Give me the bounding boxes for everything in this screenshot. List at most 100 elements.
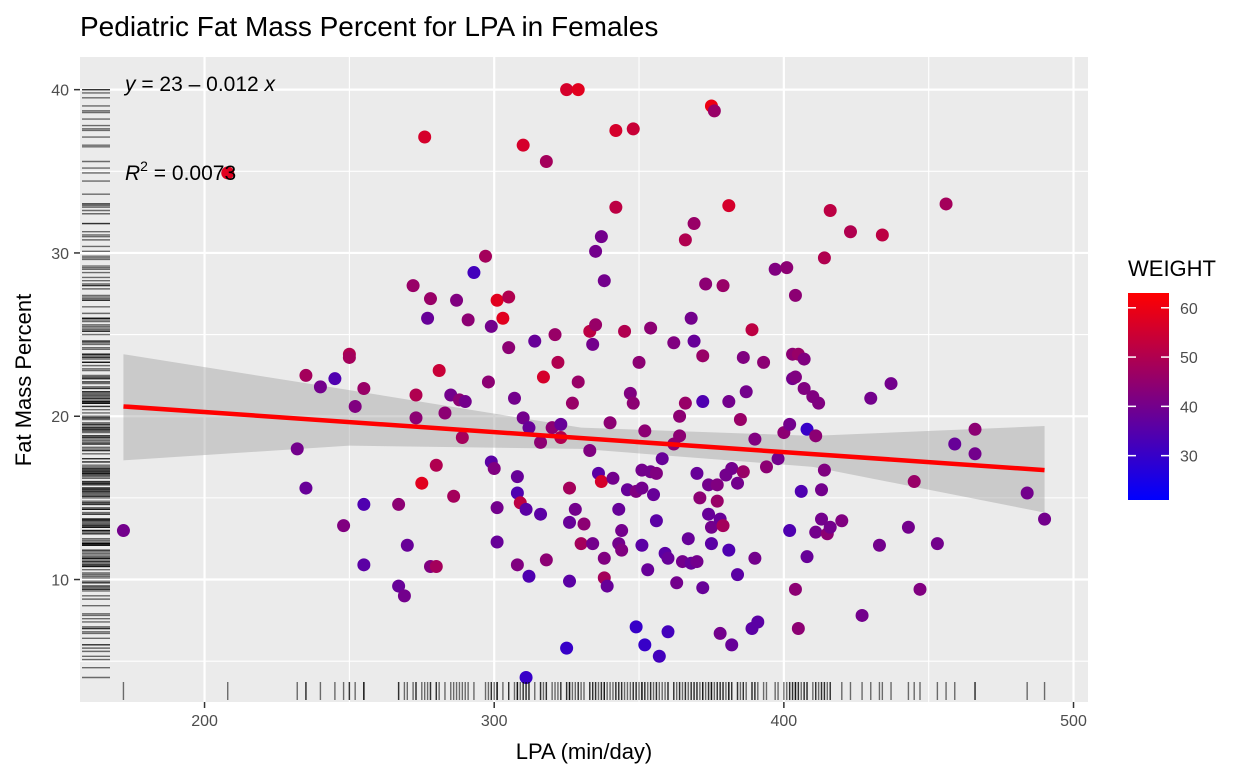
data-point [522, 569, 536, 583]
data-point [791, 622, 805, 636]
y-axis-title: Fat Mass Percent [11, 294, 36, 466]
data-point [687, 217, 701, 231]
data-point [586, 537, 600, 551]
data-point [823, 520, 837, 534]
data-point [415, 476, 429, 490]
data-point [615, 524, 629, 538]
data-point [539, 553, 553, 567]
data-point [809, 429, 823, 443]
data-point [667, 336, 681, 350]
data-point [432, 364, 446, 378]
data-point [519, 671, 533, 685]
data-point [788, 288, 802, 302]
data-point [681, 532, 695, 546]
data-point [560, 641, 574, 655]
data-point [458, 395, 472, 409]
data-point [1020, 486, 1034, 500]
data-point [655, 452, 669, 466]
data-point [722, 543, 736, 557]
data-point [357, 497, 371, 511]
equation-body: = 23 – 0.012 [136, 73, 265, 96]
data-point [479, 249, 493, 263]
data-point [615, 543, 629, 557]
data-point [704, 520, 718, 534]
data-point [704, 537, 718, 551]
data-point [461, 313, 475, 327]
data-point [699, 277, 713, 291]
data-point [815, 483, 829, 497]
data-point [481, 375, 495, 389]
data-point [597, 274, 611, 288]
data-point [406, 279, 420, 293]
data-point [731, 476, 745, 490]
data-point [342, 350, 356, 364]
data-point [632, 355, 646, 369]
data-point [548, 328, 562, 342]
data-point [484, 319, 498, 333]
legend-tick-label: 60 [1180, 301, 1198, 318]
data-point [797, 352, 811, 366]
data-point [594, 475, 608, 489]
data-point [554, 417, 568, 431]
data-point [560, 83, 574, 97]
data-point [817, 463, 831, 477]
data-point [313, 380, 327, 394]
regression-line [123, 404, 1045, 473]
data-point [290, 442, 304, 456]
regression-line-path [123, 404, 1045, 473]
data-point [684, 311, 698, 325]
data-point [780, 261, 794, 275]
data-point [788, 370, 802, 384]
data-point [507, 391, 521, 405]
data-point [693, 491, 707, 505]
data-point [913, 582, 927, 596]
data-point [519, 502, 533, 516]
data-point [221, 166, 235, 180]
data-point [418, 130, 432, 144]
data-point [901, 520, 915, 534]
data-point [696, 395, 710, 409]
data-point [589, 318, 603, 332]
data-point [661, 625, 675, 639]
data-point [597, 551, 611, 565]
data-point [716, 519, 730, 533]
data-point [357, 558, 371, 572]
legend-colorbar [1128, 293, 1169, 500]
data-point [409, 388, 423, 402]
data-point [571, 83, 585, 97]
data-point [907, 475, 921, 489]
x-tick-label: 500 [1060, 713, 1087, 730]
data-point [771, 452, 785, 466]
data-point [702, 507, 716, 521]
x-axis-title: LPA (min/day) [516, 739, 653, 764]
data-point [609, 123, 623, 137]
x-tick-label: 400 [771, 713, 798, 730]
data-point [392, 497, 406, 511]
data-point [948, 437, 962, 451]
data-point [835, 514, 849, 528]
data-point [748, 432, 762, 446]
data-point [930, 537, 944, 551]
data-point [736, 350, 750, 364]
data-point [661, 551, 675, 565]
data-point [606, 471, 620, 485]
data-point [565, 396, 579, 410]
data-point [583, 444, 597, 458]
data-point [603, 416, 617, 430]
data-point [823, 203, 837, 217]
data-point [568, 502, 582, 516]
data-point [623, 386, 637, 400]
data-point [649, 466, 663, 480]
data-point [528, 334, 542, 348]
data-point [429, 458, 443, 472]
data-point [638, 638, 652, 652]
data-point [348, 399, 362, 413]
data-point [872, 538, 886, 552]
data-point [577, 517, 591, 531]
data-point [496, 311, 510, 325]
data-point [748, 551, 762, 565]
data-point [725, 461, 739, 475]
data-point [652, 649, 666, 663]
axes: 200 300 400 500 10 20 30 40 [51, 83, 1087, 730]
